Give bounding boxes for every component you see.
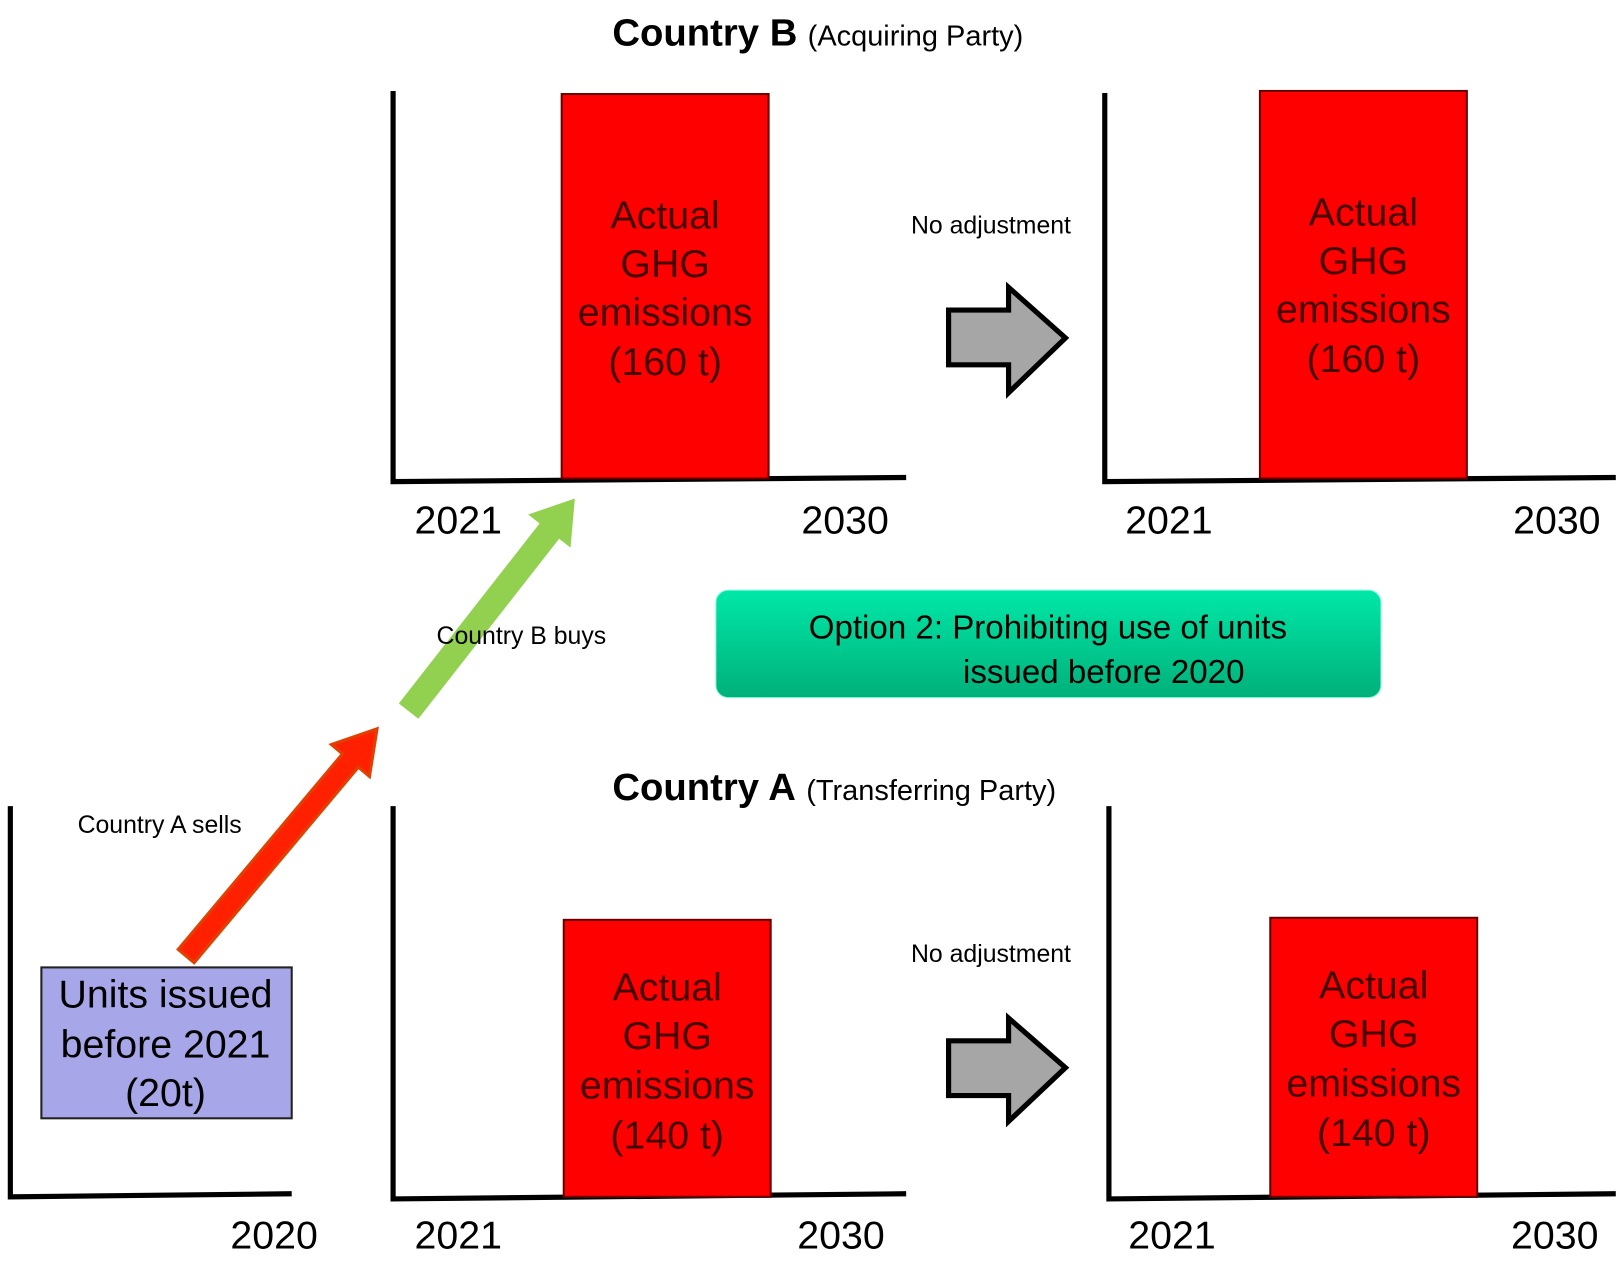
country-a-heading: Country A (Transferring Party): [612, 766, 1056, 809]
bar-label: Actual GHG emissions (160 t): [578, 193, 753, 384]
title: Country A: [612, 766, 796, 809]
buy-arrow: [398, 498, 575, 719]
option-box: [715, 589, 1382, 699]
option-line: issued before 2020: [963, 654, 1244, 691]
line: GHG: [620, 242, 710, 286]
line: emissions: [580, 1064, 755, 1108]
arrow: [945, 281, 1070, 399]
year: 2030: [1513, 498, 1600, 542]
line: (140 t): [610, 1113, 724, 1157]
line: (140 t): [1317, 1111, 1431, 1155]
axes: [7, 806, 292, 1200]
line: emissions: [578, 291, 753, 335]
emissions-bar: [1269, 916, 1479, 1198]
line: Actual: [1319, 963, 1428, 1007]
emissions-bar: [1258, 89, 1468, 480]
country-b-heading: Country B (Acquiring Party): [612, 11, 1023, 54]
line: emissions: [1276, 287, 1451, 331]
year: 2020: [230, 1214, 317, 1258]
line: (160 t): [1307, 337, 1421, 381]
line: Units issued: [58, 973, 272, 1017]
emissions-bar: [562, 918, 772, 1198]
option-line: Option 2: Prohibiting use of units: [809, 610, 1287, 647]
line: Actual: [1309, 190, 1418, 234]
year: 2021: [415, 498, 502, 542]
line: emissions: [1286, 1062, 1461, 1106]
arrow-label: Country B buys: [437, 623, 607, 650]
year: 2030: [797, 1214, 884, 1258]
arrow-label: No adjustment: [911, 941, 1071, 968]
line: GHG: [1319, 239, 1409, 283]
line: Actual: [613, 965, 722, 1009]
arrow-label: Country A sells: [78, 812, 242, 839]
year: 2030: [801, 498, 888, 542]
subtitle: (Acquiring Party): [808, 20, 1024, 52]
arrow: [945, 1012, 1070, 1128]
sell-arrow: [176, 726, 379, 965]
line: GHG: [622, 1014, 712, 1058]
year: 2021: [415, 1214, 502, 1258]
line: before 2021: [61, 1022, 271, 1066]
line: GHG: [1329, 1012, 1419, 1056]
year: 2021: [1125, 498, 1212, 542]
line: Actual: [611, 193, 720, 237]
units-box: [40, 966, 293, 1120]
title: Country B: [612, 11, 797, 54]
arrow-label: No adjustment: [911, 213, 1071, 240]
year: 2021: [1128, 1214, 1215, 1258]
line: (20t): [125, 1071, 206, 1115]
emissions-bar: [560, 93, 770, 480]
line: (160 t): [608, 340, 722, 384]
year: 2030: [1511, 1214, 1598, 1258]
subtitle: (Transferring Party): [806, 775, 1056, 807]
